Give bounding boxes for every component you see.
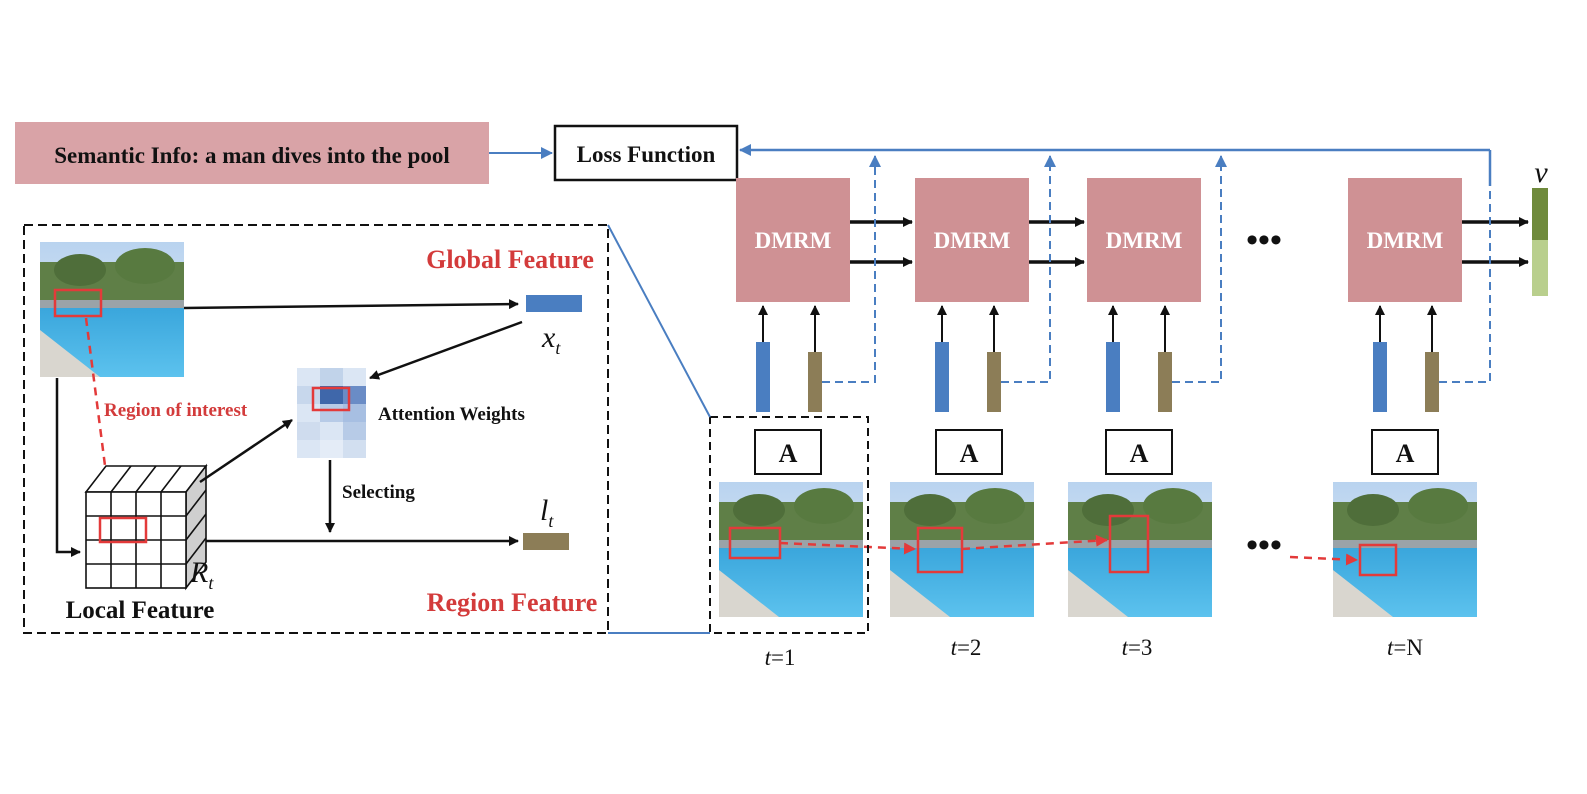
roi-tracking-arrows [779, 534, 1358, 566]
semantic-info-text: Semantic Info: a man dives into the pool [54, 143, 450, 168]
global-feature-symbol: xt [541, 321, 561, 358]
attention-box-n [1371, 429, 1439, 475]
frame-n-image [1333, 482, 1477, 617]
inset-frame-roi [53, 288, 103, 318]
region-feature-title: Region Feature [427, 588, 598, 617]
attention-label-n: A [1396, 439, 1415, 468]
global-feature-title: Global Feature [426, 245, 594, 274]
dmrm-label-n: DMRM [1367, 228, 1444, 253]
loss-function-box [553, 124, 739, 182]
dmrm-block-n [1348, 178, 1462, 302]
dmrm-label-3: DMRM [1106, 228, 1183, 253]
output-v-symbol: v [1534, 156, 1548, 189]
dmrm-label-2: DMRM [934, 228, 1011, 253]
attention-weights-label: Attention Weights [378, 404, 525, 425]
dmrm-block-1 [736, 178, 850, 302]
frame-1-highlight-box [709, 416, 869, 634]
frame-3-roi [1108, 514, 1150, 574]
attention-box-2 [935, 429, 1003, 475]
dmrm-ellipsis: ••• [1246, 222, 1282, 259]
global-to-attention-arrow [369, 320, 523, 380]
attention-box-3 [1105, 429, 1173, 475]
region-feature-symbol: lt [540, 494, 554, 531]
selecting-label: Selecting [342, 482, 415, 503]
step-2-features [935, 155, 1056, 412]
dmrm-block-3 [1087, 178, 1201, 302]
zoom-line-top [607, 224, 711, 418]
attention-label-2: A [960, 439, 979, 468]
time-label-1: t=1 [765, 645, 796, 670]
output-v-upper [1532, 188, 1548, 240]
time-label-n: t=N [1387, 635, 1423, 660]
time-label-2: t=2 [951, 635, 982, 660]
frame-to-global-arrow [183, 299, 519, 310]
step-3-features [1106, 155, 1227, 412]
inset-panel [23, 224, 609, 634]
global-feature-bar [526, 295, 582, 312]
dmrm-block-2 [915, 178, 1029, 302]
output-v-lower [1532, 240, 1548, 296]
inset-frame-image [40, 242, 184, 377]
attention-label-1: A [779, 439, 798, 468]
local-feature-symbol: Rt [189, 556, 214, 593]
recurrent-arrows [850, 217, 1529, 267]
semantic-info-box [15, 122, 489, 184]
local-to-attention-arrow [199, 418, 293, 484]
attention-label-3: A [1130, 439, 1149, 468]
local-feature-roi [98, 516, 148, 544]
dmrm-label-1: DMRM [755, 228, 832, 253]
frame-1-image [719, 482, 863, 617]
local-feature-cube [84, 463, 208, 591]
frame-n-roi [1358, 543, 1398, 577]
frame-ellipsis: ••• [1246, 527, 1282, 564]
frame-3-image [1068, 482, 1212, 617]
region-of-interest-label: Region of interest [104, 400, 248, 421]
attention-weights-grid [297, 368, 366, 458]
local-feature-label: Local Feature [66, 597, 215, 624]
step-n-features [1373, 186, 1491, 412]
loss-function-text: Loss Function [577, 142, 716, 167]
time-label-3: t=3 [1122, 635, 1153, 660]
attention-box-1 [754, 429, 822, 475]
frame-2-roi [916, 526, 964, 574]
step-1-features [756, 155, 881, 412]
frame-to-local-arrow [55, 378, 81, 557]
region-feature-bar [523, 533, 569, 550]
